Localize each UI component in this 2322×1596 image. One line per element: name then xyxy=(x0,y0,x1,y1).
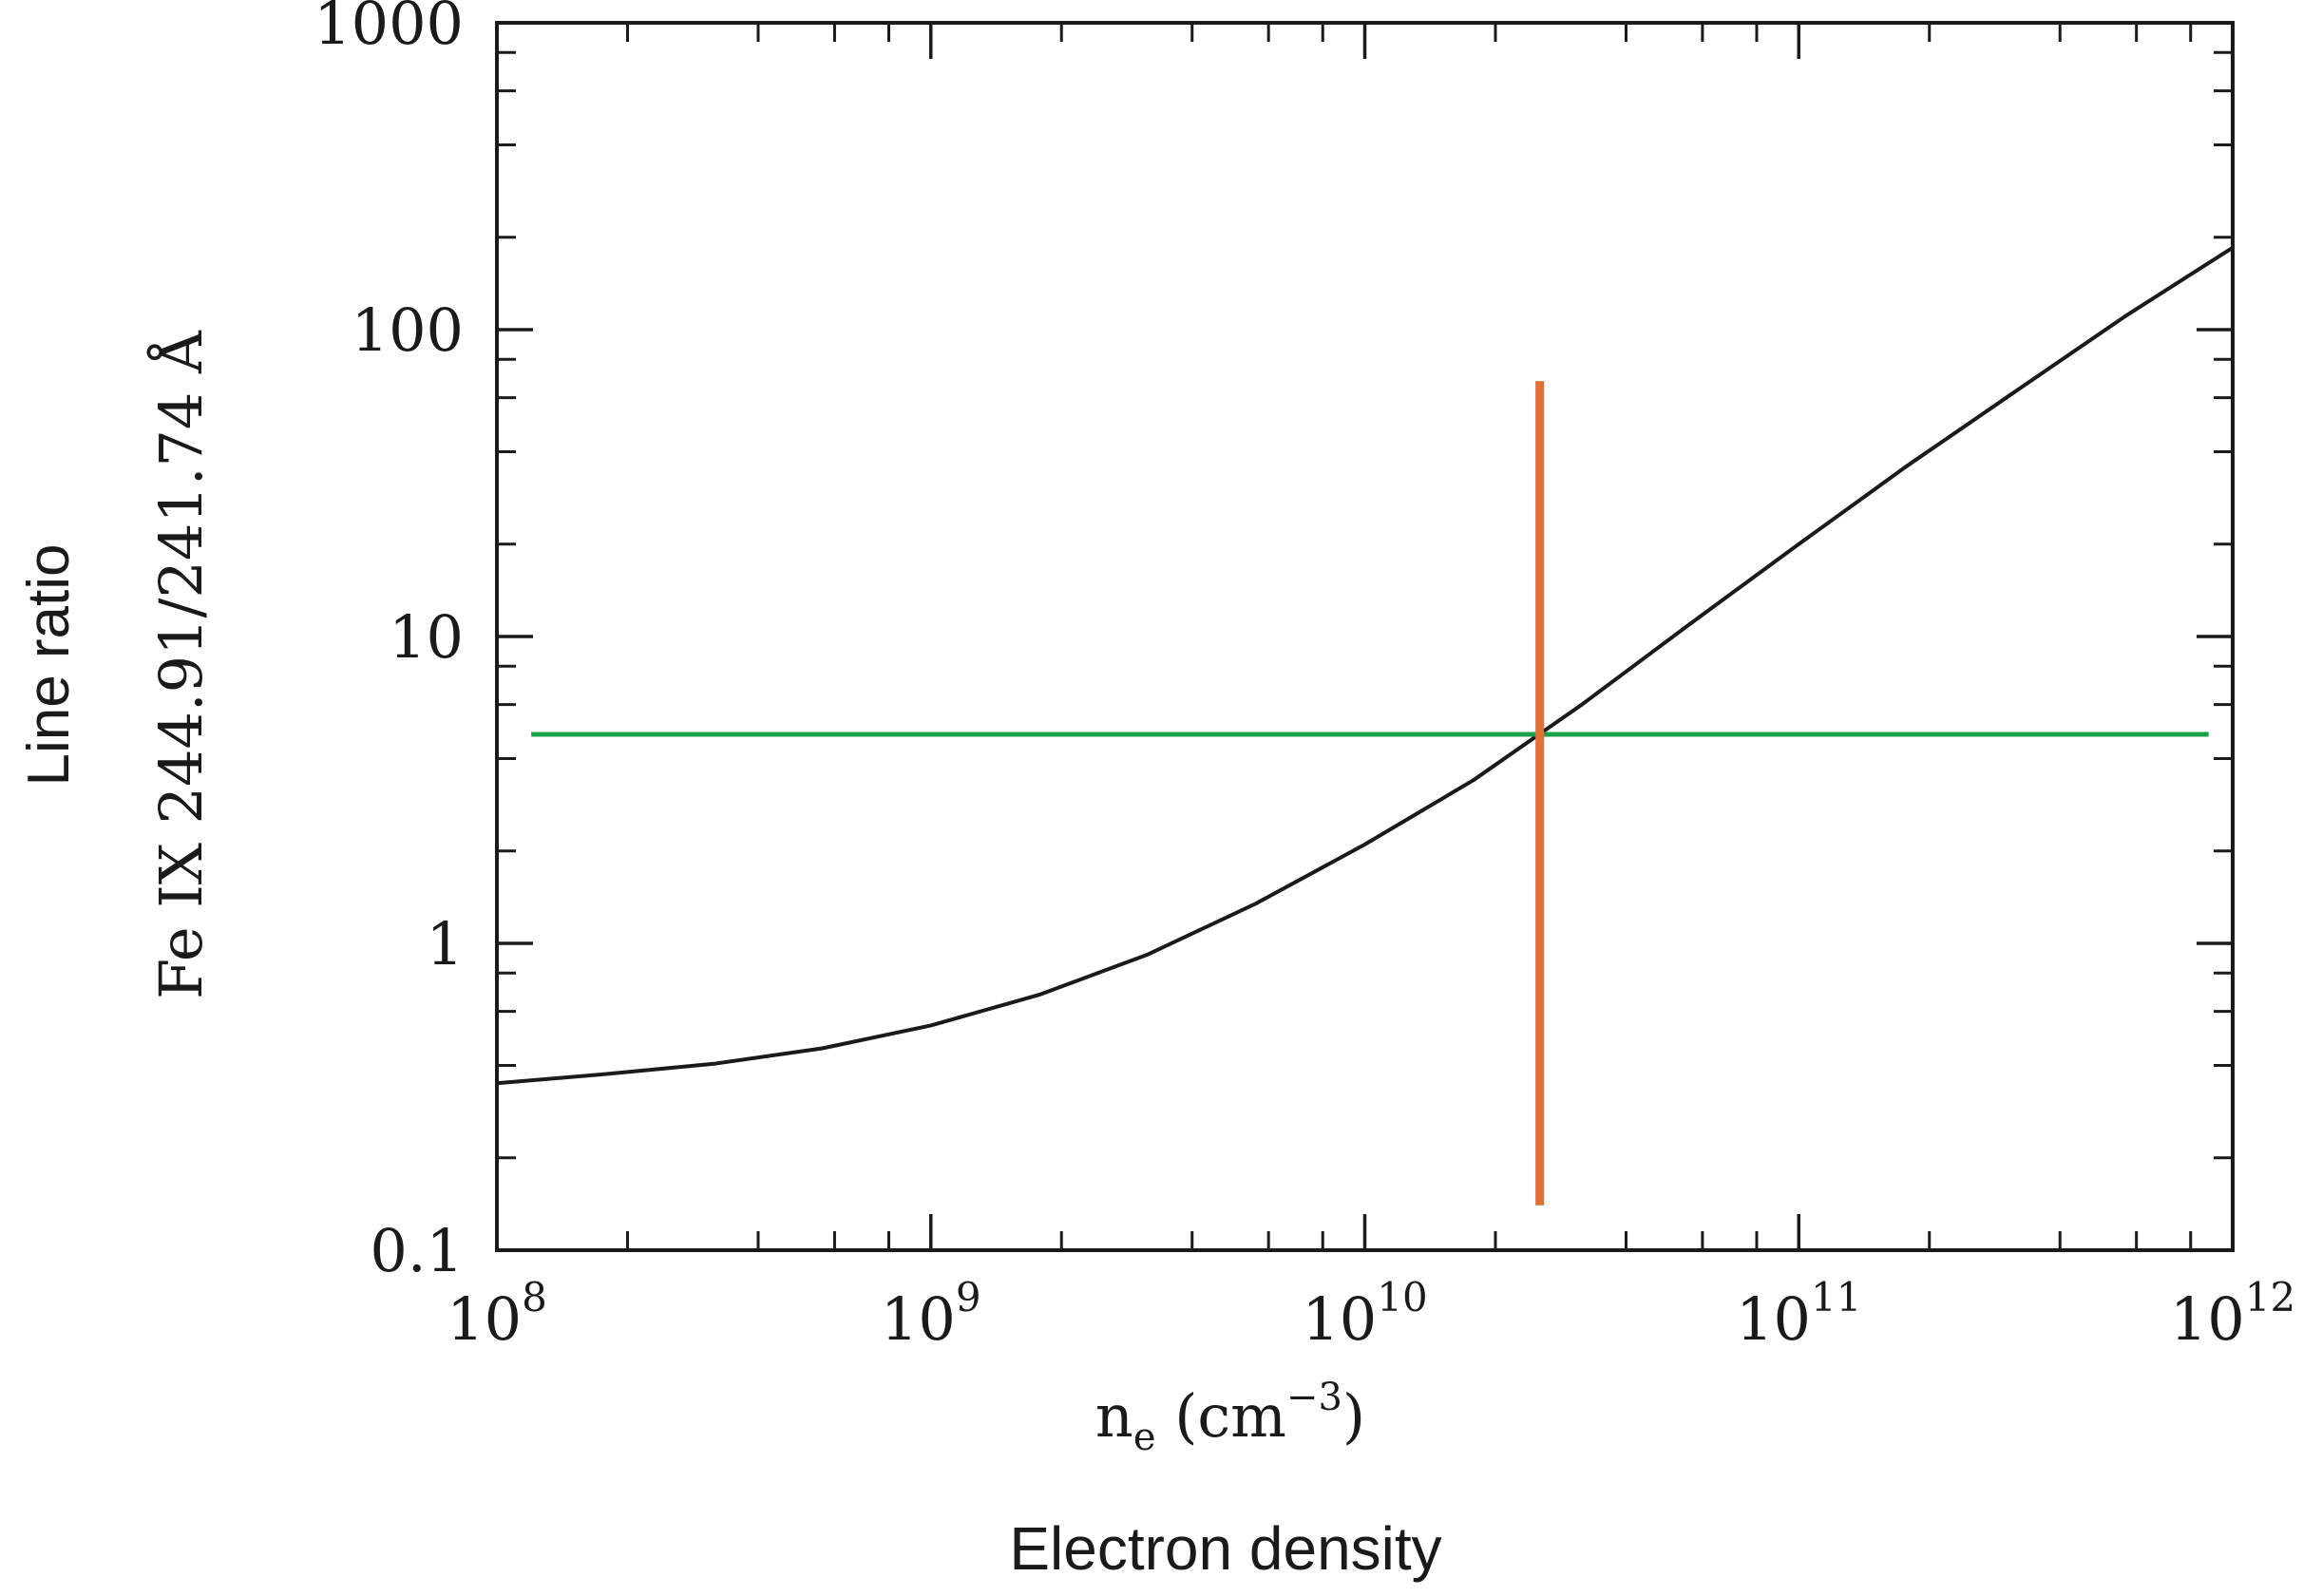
y-axis-secondary-label: Line ratio xyxy=(16,543,82,786)
marks-layer xyxy=(496,246,2235,1206)
y-axis-label: Fe IX 244.91/241.74 Å xyxy=(146,330,216,999)
x-axis-label-sub: e xyxy=(1133,1416,1156,1459)
x-tick-label: 108 xyxy=(447,1274,547,1354)
x-tick-label-base: 10 xyxy=(881,1284,956,1354)
x-tick-label: 109 xyxy=(881,1274,981,1354)
x-tick-label-base: 10 xyxy=(1736,1284,1811,1354)
x-tick-label-base: 10 xyxy=(2170,1284,2245,1354)
x-axis-label-unit-close: ) xyxy=(1342,1381,1365,1451)
y-tick-label: 1000 xyxy=(314,0,464,58)
x-tick-label: 1011 xyxy=(1736,1274,1861,1354)
y-tick-label: 1 xyxy=(427,909,464,978)
y-tick-label: 0.1 xyxy=(370,1216,464,1285)
x-tick-label: 1012 xyxy=(2170,1274,2295,1354)
y-tick-label: 10 xyxy=(389,602,464,672)
x-axis-label-base: n xyxy=(1095,1381,1133,1451)
x-tick-label-exp: 12 xyxy=(2245,1274,2295,1320)
x-tick-label-base: 10 xyxy=(1302,1284,1377,1354)
x-tick-label-exp: 8 xyxy=(522,1274,547,1320)
x-axis-label-sup: −3 xyxy=(1286,1376,1342,1419)
text-layer: ne (cm−3) Electron density Fe IX 244.91/… xyxy=(16,0,2295,1583)
x-axis-label: ne (cm−3) xyxy=(1095,1376,1365,1459)
x-tick-label: 1010 xyxy=(1302,1274,1427,1354)
x-tick-label-exp: 11 xyxy=(1811,1274,1861,1320)
x-tick-label-exp: 10 xyxy=(1377,1274,1427,1320)
x-tick-label-exp: 9 xyxy=(956,1274,981,1320)
x-axis-secondary-label: Electron density xyxy=(1009,1514,1441,1583)
x-axis-label-unit-open: (cm xyxy=(1156,1381,1286,1451)
axes-layer xyxy=(495,21,2235,1252)
y-tick-label: 100 xyxy=(352,295,464,365)
series-line xyxy=(496,246,2235,1086)
x-tick-label-base: 10 xyxy=(447,1284,522,1354)
plot-frame xyxy=(495,21,2235,1252)
